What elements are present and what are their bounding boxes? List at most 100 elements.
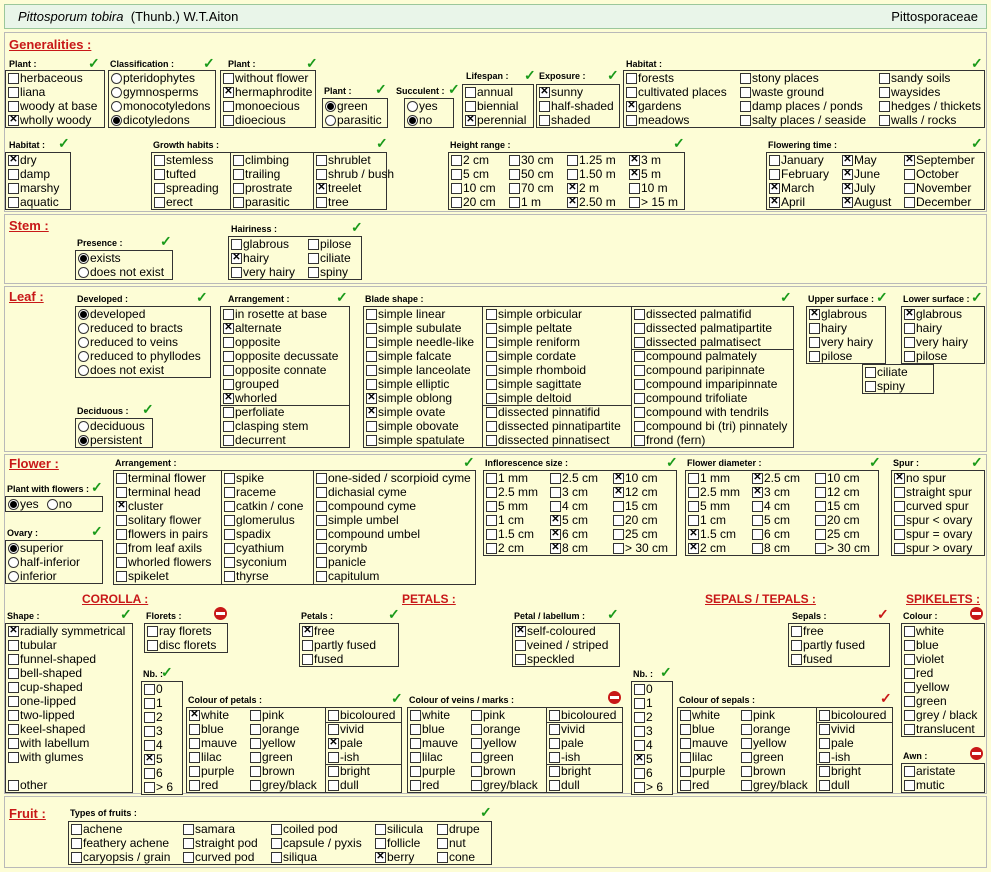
option-orange[interactable]: orange [739, 722, 808, 736]
option-glomerulus[interactable]: glomerulus [222, 513, 303, 527]
option-purple[interactable]: purple [678, 764, 728, 778]
option-sandy-soils[interactable]: sandy soils [877, 71, 981, 85]
option-curved-spur[interactable]: curved spur [892, 499, 984, 513]
option-1-50-m[interactable]: 1.50 m [565, 167, 616, 181]
option-climbing[interactable]: climbing [231, 153, 292, 167]
option-bell-shaped[interactable]: bell-shaped [6, 666, 125, 680]
option-bright[interactable]: bright [817, 764, 861, 778]
option-perfoliate[interactable]: perfoliate [221, 405, 308, 419]
option-meadows[interactable]: meadows [624, 113, 727, 127]
option-spadix[interactable]: spadix [222, 527, 303, 541]
option-with-labellum[interactable]: with labellum [6, 736, 125, 750]
option-waste-ground[interactable]: waste ground [738, 85, 866, 99]
option-5-cm[interactable]: 5 cm [449, 167, 496, 181]
option-simple-deltoid[interactable]: simple deltoid [484, 391, 586, 405]
option-speckled[interactable]: speckled [513, 652, 619, 666]
option-2-cm[interactable]: 2 cm [686, 541, 740, 555]
option-developed[interactable]: developed [76, 307, 210, 321]
option-siliqua[interactable]: siliqua [269, 850, 362, 864]
option-simple-reniform[interactable]: simple reniform [484, 335, 586, 349]
option-gymnosperms[interactable]: gymnosperms [109, 85, 215, 99]
option-4-cm[interactable]: 4 cm [548, 499, 598, 513]
option-compound-paripinnate[interactable]: compound paripinnate [632, 363, 787, 377]
option-without-flower[interactable]: without flower [221, 71, 315, 85]
option-july[interactable]: July [840, 181, 891, 195]
option-violet[interactable]: violet [902, 652, 984, 666]
option-vivid[interactable]: vivid [547, 722, 585, 736]
option-aquatic[interactable]: aquatic [6, 195, 70, 209]
option-no-spur[interactable]: no spur [892, 471, 984, 485]
option-yellow[interactable]: yellow [469, 736, 538, 750]
option-white[interactable]: white [408, 708, 458, 722]
option-3[interactable]: 3 [142, 724, 182, 738]
option-damp-places-ponds[interactable]: damp places / ponds [738, 99, 866, 113]
option-hairy[interactable]: hairy [807, 321, 885, 335]
option-june[interactable]: June [840, 167, 891, 181]
option-hairy[interactable]: hairy [902, 321, 984, 335]
option-one-lipped[interactable]: one-lipped [6, 694, 125, 708]
option-25-cm[interactable]: 25 cm [813, 527, 870, 541]
option-simple-sagittate[interactable]: simple sagittate [484, 377, 586, 391]
option-dissected-palmatisect[interactable]: dissected palmatisect [632, 335, 772, 349]
option-grey-black[interactable]: grey/black [739, 778, 808, 792]
option-opposite-decussate[interactable]: opposite decussate [221, 349, 338, 363]
option-drupe[interactable]: drupe [435, 822, 480, 836]
option-walls-rocks[interactable]: walls / rocks [877, 113, 981, 127]
option-brown[interactable]: brown [469, 764, 538, 778]
option-purple[interactable]: purple [408, 764, 458, 778]
option-2-5-cm[interactable]: 2.5 cm [750, 471, 800, 485]
option-6[interactable]: > 6 [142, 780, 182, 794]
option-in-rosette-at-base[interactable]: in rosette at base [221, 307, 338, 321]
option-feathery-achene[interactable]: feathery achene [69, 836, 170, 850]
option-raceme[interactable]: raceme [222, 485, 303, 499]
option-from-leaf-axils[interactable]: from leaf axils [114, 541, 211, 555]
option-bright[interactable]: bright [547, 764, 591, 778]
option-compound-trifoliate[interactable]: compound trifoliate [632, 391, 787, 405]
option-disc-florets[interactable]: disc florets [145, 638, 227, 652]
option-12-cm[interactable]: 12 cm [611, 485, 668, 499]
option-nut[interactable]: nut [435, 836, 480, 850]
option-yellow[interactable]: yellow [248, 736, 317, 750]
option-lilac[interactable]: lilac [408, 750, 458, 764]
option-glabrous[interactable]: glabrous [807, 307, 885, 321]
flowers-no-radio[interactable]: no [45, 497, 72, 511]
option-compound-with-tendrils[interactable]: compound with tendrils [632, 405, 787, 419]
option-august[interactable]: August [840, 195, 891, 209]
option-hairy[interactable]: hairy [229, 251, 295, 265]
option-decurrent[interactable]: decurrent [221, 433, 308, 447]
option-1-m[interactable]: 1 m [507, 195, 554, 209]
option-deciduous[interactable]: deciduous [76, 419, 152, 433]
option-3[interactable]: 3 [632, 724, 672, 738]
option-5[interactable]: 5 [142, 752, 182, 766]
option-simple-falcate[interactable]: simple falcate [364, 349, 474, 363]
option-vivid[interactable]: vivid [817, 722, 855, 736]
option-half-shaded[interactable]: half-shaded [537, 99, 619, 113]
option-2[interactable]: 2 [632, 710, 672, 724]
option-simple-ovate[interactable]: simple ovate [364, 405, 474, 419]
option-1-cm[interactable]: 1 cm [686, 513, 740, 527]
option-march[interactable]: March [767, 181, 829, 195]
option-simple-elliptic[interactable]: simple elliptic [364, 377, 474, 391]
option-6[interactable]: 6 [632, 766, 672, 780]
option-1-cm[interactable]: 1 cm [484, 513, 538, 527]
option-brown[interactable]: brown [248, 764, 317, 778]
option-red[interactable]: red [902, 666, 984, 680]
option-bicoloured[interactable]: bicoloured [326, 708, 395, 722]
option-bright[interactable]: bright [326, 764, 370, 778]
option-1[interactable]: 1 [142, 696, 182, 710]
option-radially-symmetrical[interactable]: radially symmetrical [6, 624, 125, 638]
option-with-glumes[interactable]: with glumes [6, 750, 125, 764]
option-superior[interactable]: superior [6, 541, 102, 555]
option-green[interactable]: green [248, 750, 317, 764]
option-capsule-pyxis[interactable]: capsule / pyxis [269, 836, 362, 850]
option-liana[interactable]: liana [6, 85, 104, 99]
option-inferior[interactable]: inferior [6, 569, 102, 583]
option-marshy[interactable]: marshy [6, 181, 70, 195]
option-persistent[interactable]: persistent [76, 433, 152, 447]
option-shrub-bush[interactable]: shrub / bush [314, 167, 394, 181]
option-hedges-thickets[interactable]: hedges / thickets [877, 99, 981, 113]
option-gardens[interactable]: gardens [624, 99, 727, 113]
option-10-cm[interactable]: 10 cm [449, 181, 496, 195]
option-1[interactable]: 1 [632, 696, 672, 710]
option-monoecious[interactable]: monoecious [221, 99, 315, 113]
